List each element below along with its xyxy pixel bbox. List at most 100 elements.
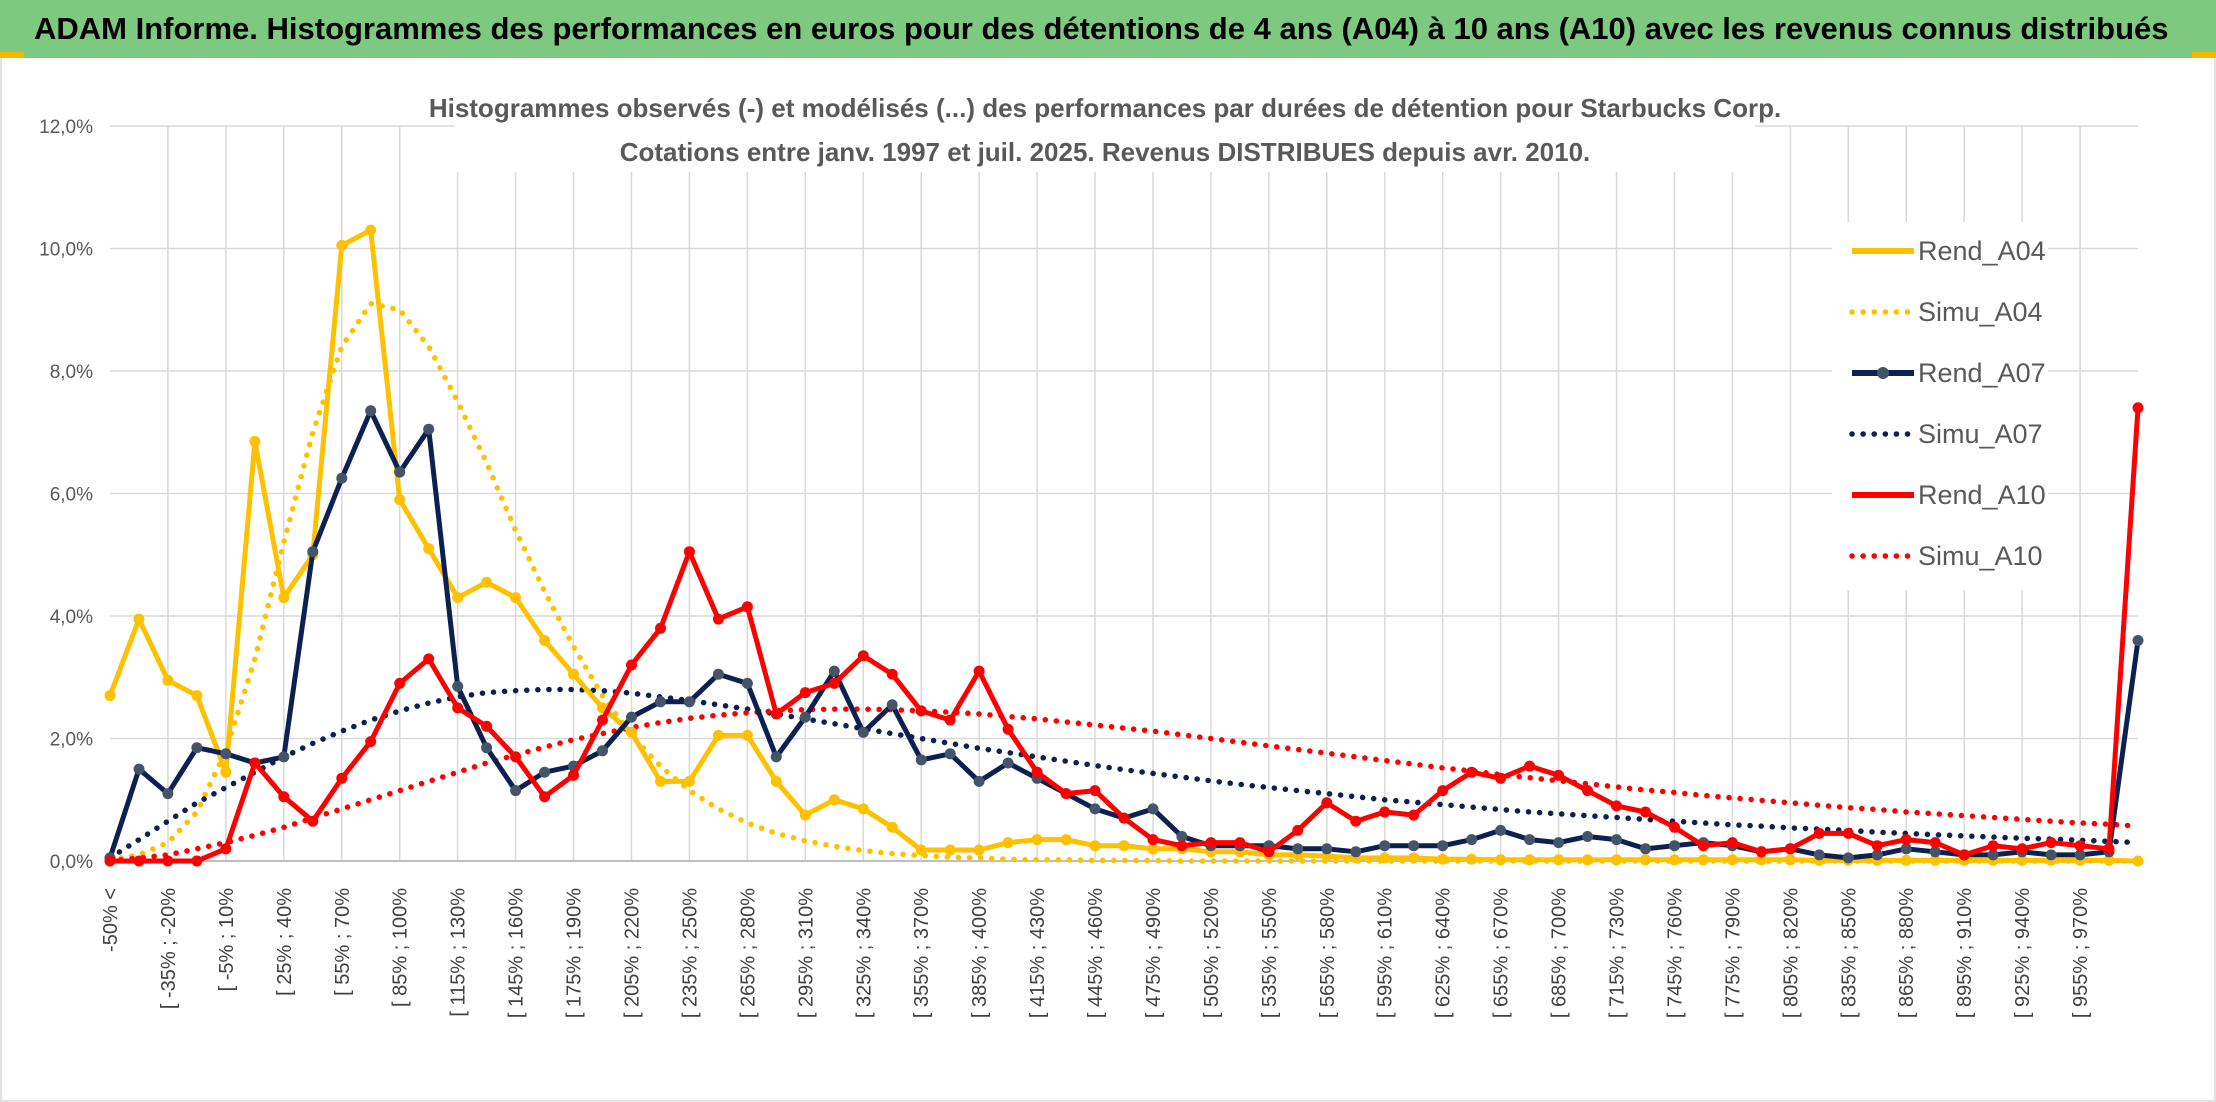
data-point (1350, 846, 1362, 858)
legend-item: Rend_A07 (1852, 358, 2046, 388)
data-point (1640, 843, 1651, 855)
data-point (220, 748, 232, 760)
data-point (655, 622, 666, 634)
data-point (423, 423, 435, 435)
data-point (452, 680, 464, 692)
x-tick-label: [ 565% ; 580% (1317, 888, 1339, 1018)
data-point (1147, 803, 1159, 815)
data-point (1726, 837, 1738, 849)
banner-corner-mark-left (0, 52, 24, 58)
data-point (1466, 853, 1478, 865)
data-point (1582, 831, 1593, 842)
data-point (1987, 840, 1999, 852)
data-point (394, 494, 406, 506)
data-point (1755, 846, 1767, 858)
data-point (712, 613, 724, 625)
data-point (423, 543, 435, 555)
data-point (1669, 821, 1680, 833)
x-tick-label: [ 175% ; 190% (564, 888, 586, 1018)
data-point (712, 668, 724, 680)
data-point (1553, 837, 1565, 849)
data-point (1669, 840, 1680, 852)
y-tick-label: 6,0% (50, 485, 93, 506)
data-point (336, 239, 348, 251)
data-point (973, 844, 985, 856)
data-point (278, 751, 290, 763)
legend-label: Rend_A07 (1918, 358, 2046, 388)
data-point (104, 690, 116, 702)
legend-label: Simu_A04 (1918, 297, 2043, 327)
data-point (1784, 843, 1796, 855)
chart-subtitle: Cotations entre janv. 1997 et juil. 2025… (620, 137, 1591, 167)
x-tick-label: [ 685% ; 700% (1549, 888, 1571, 1018)
data-point (1031, 834, 1043, 846)
data-point (1755, 854, 1767, 866)
report-banner: ADAM Informe. Histogrammes des performan… (0, 0, 2216, 58)
data-point (1350, 815, 1362, 827)
data-point (1640, 854, 1651, 866)
y-tick-label: 12,0% (39, 117, 93, 138)
data-point (481, 576, 493, 588)
data-point (1176, 831, 1188, 842)
y-tick-label: 0,0% (50, 852, 93, 873)
legend-label: Rend_A10 (1918, 480, 2046, 510)
data-point (2045, 837, 2057, 849)
banner-corner-mark-right (2192, 52, 2216, 58)
data-point (220, 843, 232, 855)
y-tick-label: 8,0% (50, 362, 93, 383)
data-point (1205, 837, 1217, 849)
data-point (915, 844, 927, 856)
x-tick-label: [ 925% ; 940% (2012, 888, 2034, 1018)
x-tick-label: [ 205% ; 220% (621, 888, 643, 1018)
legend-background (1832, 222, 2048, 590)
x-tick-label: [ 655% ; 670% (1491, 888, 1513, 1018)
data-point (1234, 837, 1246, 849)
x-axis-ticks: -50% < [ -35% ; -20% [ -5% ; 10% [ 25% ; 40… (100, 888, 2092, 1018)
data-point (307, 815, 319, 827)
data-point (539, 635, 551, 646)
data-point (278, 592, 290, 604)
data-point (2132, 402, 2144, 414)
data-point (1524, 834, 1536, 846)
data-point (626, 726, 637, 738)
data-point (568, 769, 579, 781)
legend-item: Simu_A10 (1849, 541, 2043, 571)
data-point (741, 677, 753, 689)
data-point (1495, 824, 1507, 836)
data-point (1002, 757, 1014, 769)
data-point (336, 772, 348, 784)
series-line (107, 706, 2141, 864)
data-point (857, 803, 869, 815)
x-tick-label: [ 55% ; 70% (332, 888, 354, 996)
data-point (1871, 849, 1883, 861)
data-point (249, 435, 261, 447)
data-point (510, 751, 522, 763)
legend-label: Rend_A04 (1918, 236, 2046, 266)
data-point (770, 775, 782, 787)
data-point (2016, 843, 2028, 855)
data-point (1060, 788, 1072, 800)
data-point (1147, 834, 1159, 846)
x-tick-label: [ 835% ; 850% (1838, 888, 1860, 1018)
data-point (915, 705, 927, 717)
data-point (1611, 834, 1622, 846)
chart-title-block: Histogrammes observés (-) et modélisés (… (429, 84, 1781, 172)
data-point (1929, 837, 1941, 849)
x-tick-label: [ 805% ; 820% (1780, 888, 1802, 1018)
data-point (452, 702, 464, 714)
data-point (1379, 806, 1391, 818)
y-axis-ticks: 0,0% 2,0% 4,0% 6,0% 8,0% 10,0% 12,0% (39, 117, 93, 873)
data-point (2016, 854, 2028, 866)
data-point (1929, 854, 1941, 866)
data-point (2045, 849, 2057, 861)
data-point (770, 708, 782, 720)
data-point (191, 690, 203, 702)
data-point (799, 809, 811, 821)
data-point (597, 745, 608, 757)
data-point (1408, 852, 1420, 864)
x-tick-label: [ 355% ; 370% (911, 888, 933, 1018)
series-simu-a07 (107, 686, 2141, 861)
x-tick-label: [ 115% ; 130% (448, 888, 470, 1017)
legend-item: Rend_A04 (1852, 236, 2046, 266)
data-point (365, 736, 377, 748)
